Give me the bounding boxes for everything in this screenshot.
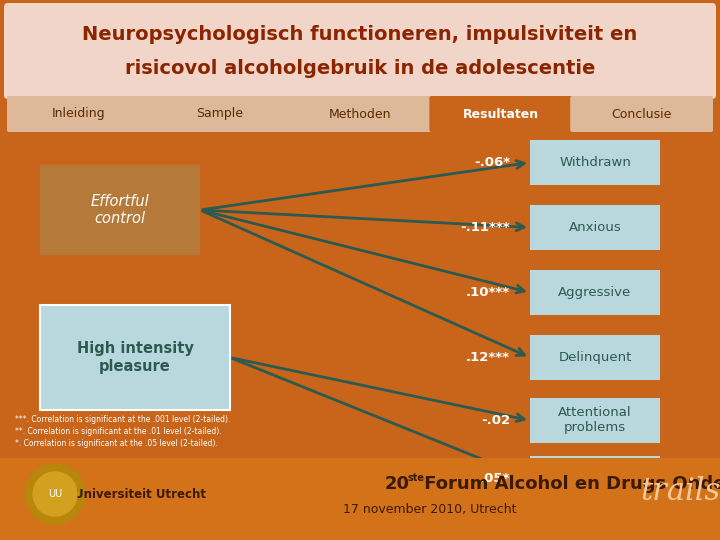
FancyBboxPatch shape — [4, 128, 716, 452]
Circle shape — [33, 472, 77, 516]
Text: **. Correlation is significant at the .01 level (2-tailed).: **. Correlation is significant at the .0… — [15, 428, 222, 436]
Bar — [530, 335, 660, 380]
Bar — [40, 305, 230, 410]
Text: .12***: .12*** — [466, 351, 510, 364]
Text: -.02: -.02 — [481, 414, 510, 427]
Text: Inleiding: Inleiding — [52, 107, 105, 120]
Text: 20: 20 — [385, 475, 410, 493]
Bar — [530, 398, 660, 443]
FancyBboxPatch shape — [429, 96, 572, 132]
Text: ***. Correlation is significant at the .001 level (2-tailed).: ***. Correlation is significant at the .… — [15, 415, 230, 424]
Bar — [40, 165, 200, 255]
Bar — [530, 205, 660, 250]
Text: Effortful
control: Effortful control — [91, 194, 149, 226]
Text: Resultaten: Resultaten — [463, 107, 539, 120]
FancyBboxPatch shape — [4, 3, 716, 99]
FancyBboxPatch shape — [7, 96, 150, 132]
Text: Anxious: Anxious — [569, 221, 621, 234]
Bar — [530, 270, 660, 315]
Text: Forum Alcohol en Drugs Onderzoek: Forum Alcohol en Drugs Onderzoek — [418, 475, 720, 493]
Text: trails: trails — [640, 476, 720, 508]
Text: High intensity
pleasure: High intensity pleasure — [76, 341, 194, 374]
Bar — [530, 140, 660, 185]
Text: .10***: .10*** — [466, 286, 510, 299]
Text: .05*: .05* — [480, 472, 510, 485]
Text: Aggressive: Aggressive — [559, 286, 631, 299]
Text: 17 november 2010, Utrecht: 17 november 2010, Utrecht — [343, 503, 517, 516]
Text: Methoden: Methoden — [329, 107, 391, 120]
Text: ste: ste — [408, 473, 425, 483]
Text: -.11***: -.11*** — [460, 221, 510, 234]
Text: Attentional
problems: Attentional problems — [558, 407, 632, 435]
FancyBboxPatch shape — [570, 96, 713, 132]
FancyBboxPatch shape — [148, 96, 291, 132]
Bar — [0, 458, 720, 540]
Text: risicovol alcoholgebruik in de adolescentie: risicovol alcoholgebruik in de adolescen… — [125, 58, 595, 78]
Text: ADHD: ADHD — [575, 472, 615, 485]
Text: UU: UU — [48, 489, 62, 499]
Text: Universiteit Utrecht: Universiteit Utrecht — [74, 488, 206, 501]
Bar — [530, 456, 660, 501]
Text: Withdrawn: Withdrawn — [559, 156, 631, 169]
Text: -.06*: -.06* — [474, 156, 510, 169]
Text: *. Correlation is significant at the .05 level (2-tailed).: *. Correlation is significant at the .05… — [15, 440, 218, 449]
Text: Delinquent: Delinquent — [558, 351, 631, 364]
Text: Conclusie: Conclusie — [611, 107, 672, 120]
Text: Neuropsychologisch functioneren, impulsiviteit en: Neuropsychologisch functioneren, impulsi… — [82, 25, 638, 44]
Text: Sample: Sample — [196, 107, 243, 120]
FancyBboxPatch shape — [289, 96, 431, 132]
Circle shape — [25, 464, 85, 524]
